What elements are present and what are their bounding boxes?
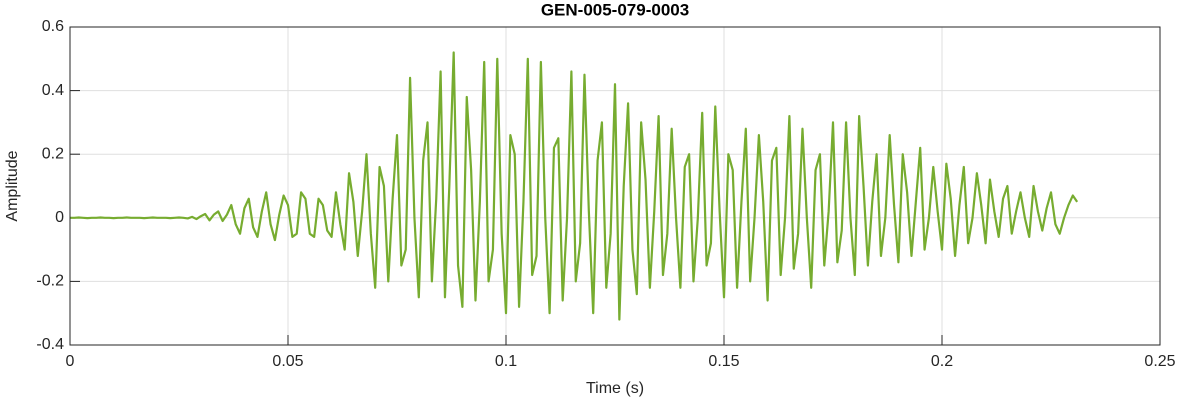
y-tick-label: 0	[55, 209, 64, 226]
x-tick-label: 0.05	[272, 353, 303, 370]
y-tick-label: -0.4	[36, 336, 64, 353]
y-axis-label: Amplitude	[4, 150, 21, 221]
x-tick-label: 0.25	[1144, 353, 1175, 370]
y-tick-label: 0.2	[42, 145, 64, 162]
waveform-line	[70, 51, 1079, 321]
chart-title: GEN-005-079-0003	[541, 0, 689, 19]
y-tick-label: 0.4	[42, 82, 64, 99]
axes-box	[69, 26, 1161, 346]
x-tick-label: 0.2	[931, 353, 953, 370]
x-axis-label: Time (s)	[586, 380, 644, 397]
y-tick-label: -0.2	[36, 273, 64, 290]
y-tick-label: 0.6	[42, 18, 64, 35]
x-tick-label: 0	[66, 353, 75, 370]
plot-area	[70, 51, 1079, 321]
x-tick-label: 0.1	[495, 353, 517, 370]
x-tick-label: 0.15	[708, 353, 739, 370]
